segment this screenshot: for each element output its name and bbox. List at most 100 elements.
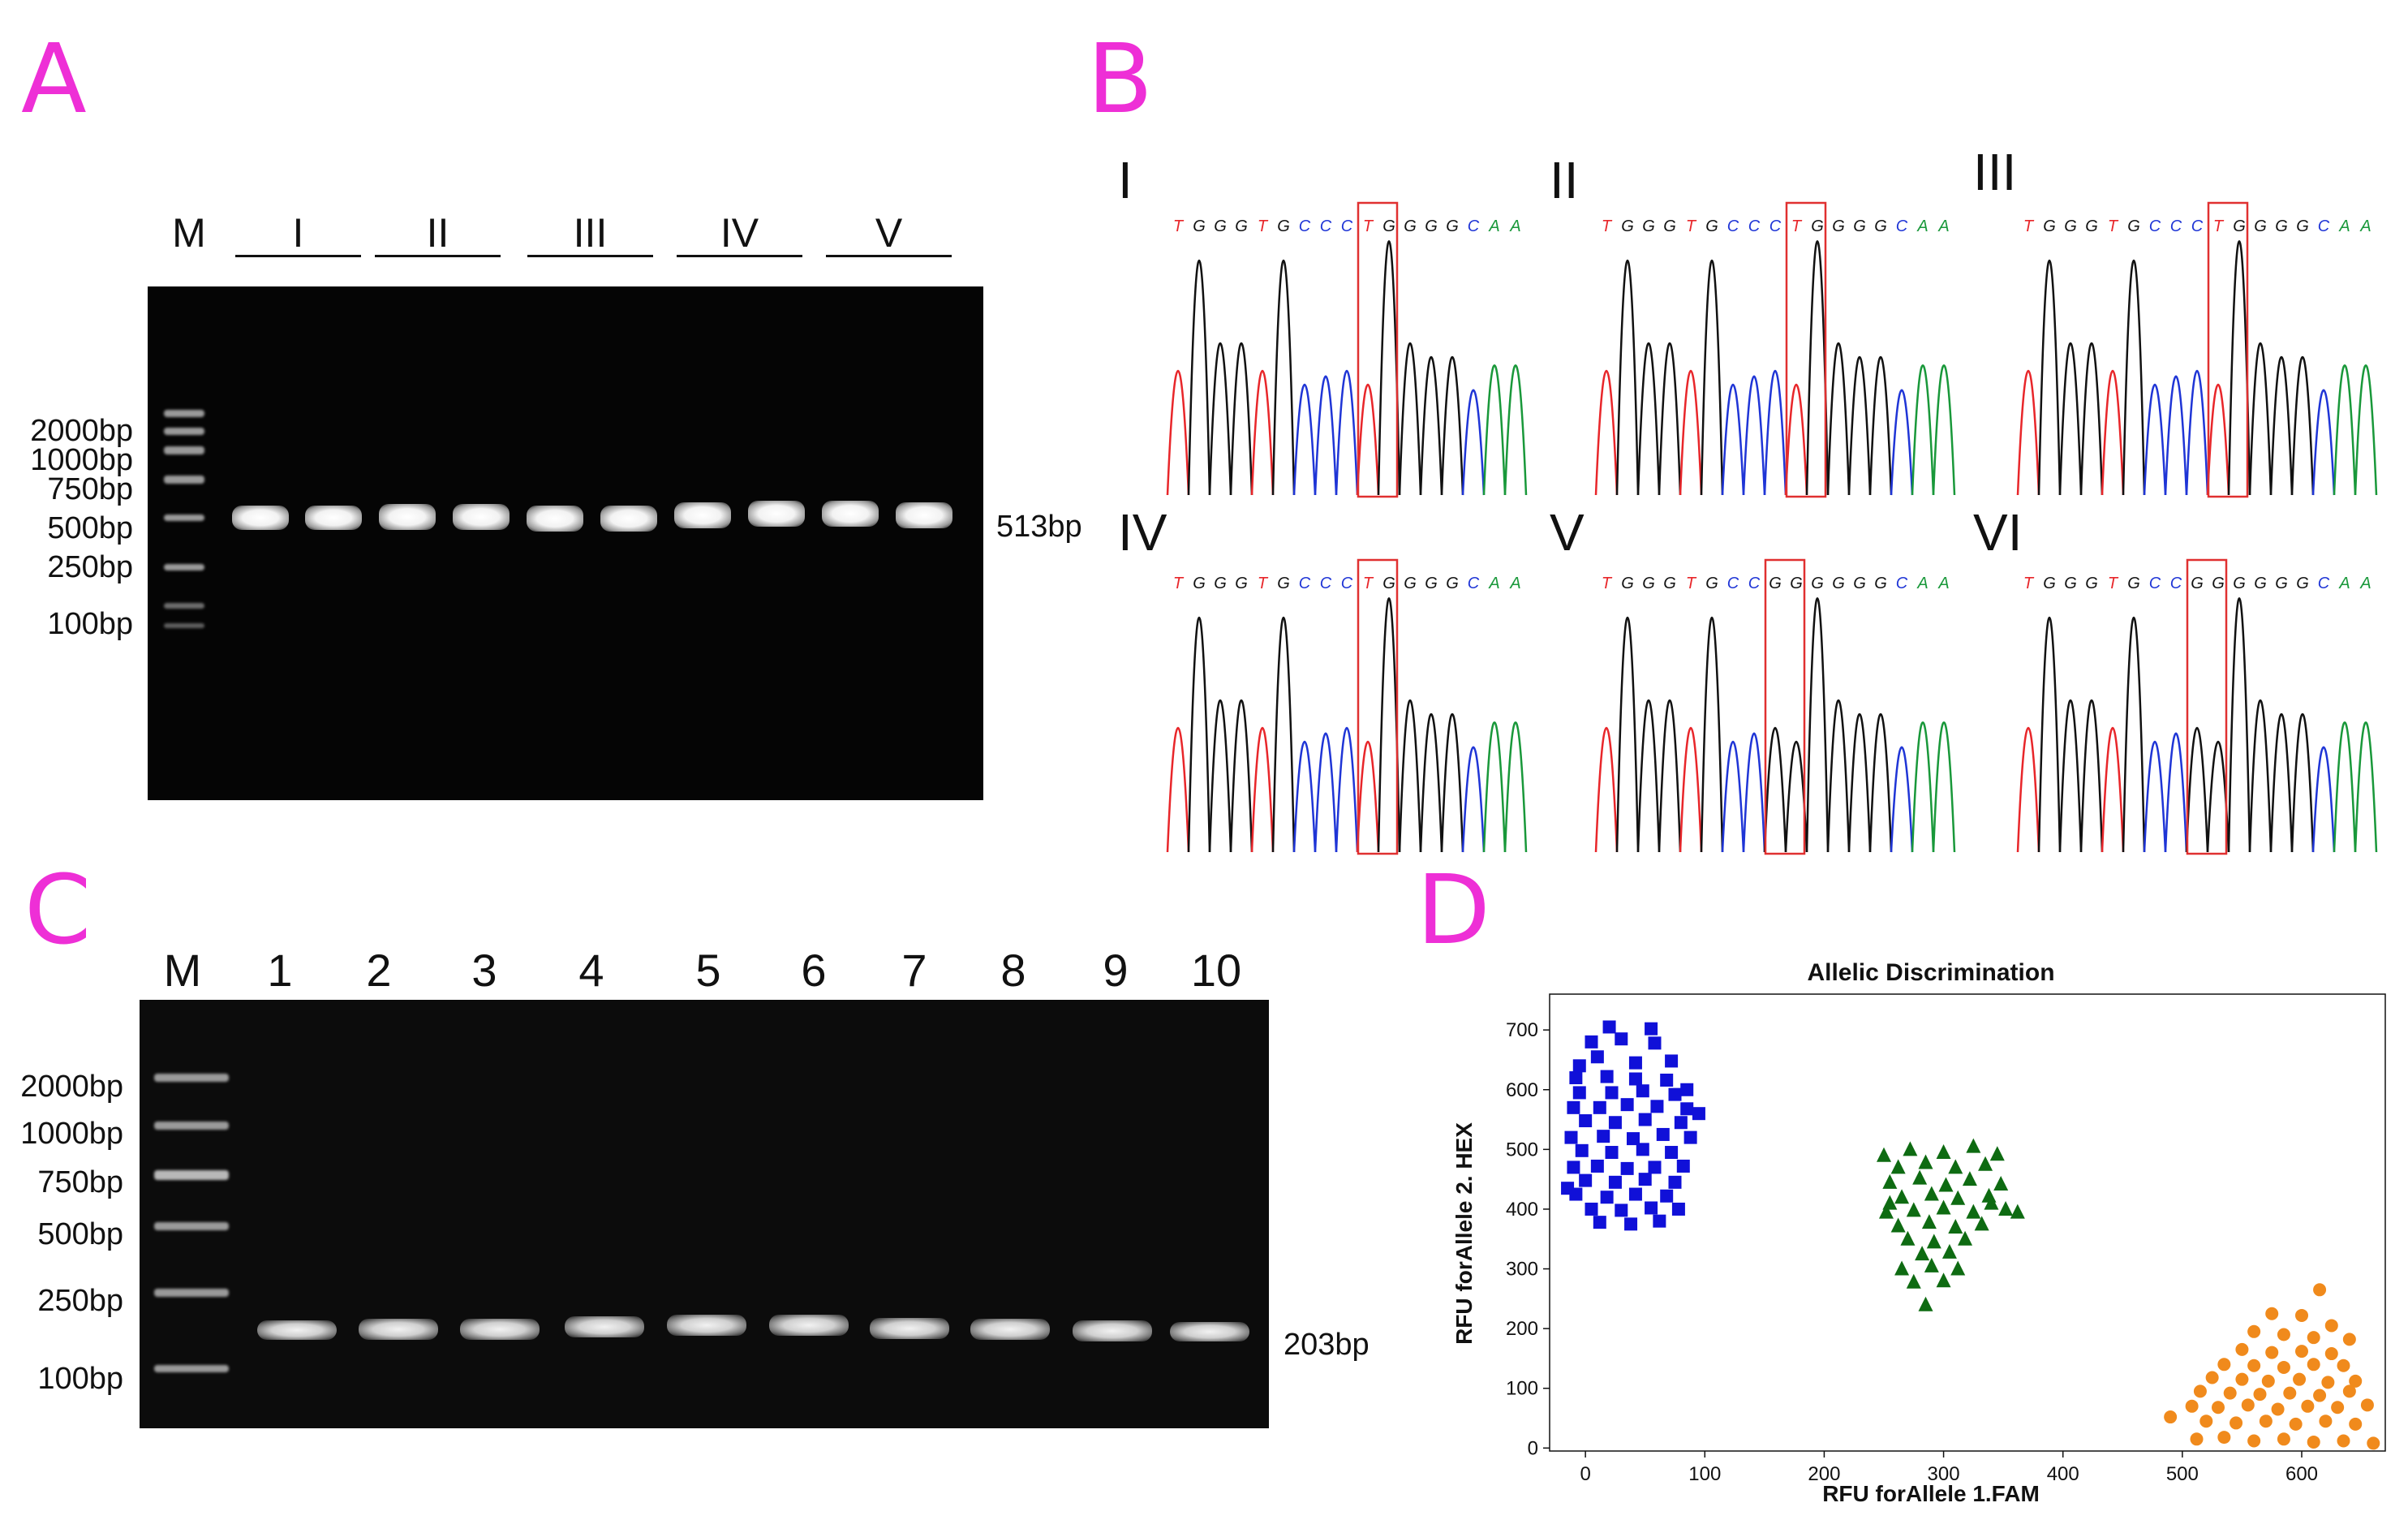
ladder-band	[164, 428, 204, 435]
base-call: G	[1769, 575, 1782, 592]
ladder-label-1000bp: 1000bp	[30, 443, 133, 477]
ladder-label-250bp: 250bp	[37, 1284, 123, 1318]
data-point	[1676, 1159, 1690, 1173]
trace-peak	[1721, 740, 1745, 853]
base-call: C	[2149, 575, 2161, 592]
base-call: G	[2064, 575, 2077, 592]
data-point	[1648, 1160, 1662, 1174]
ladder-label-2000bp: 2000bp	[30, 414, 133, 448]
trace-peak	[1700, 259, 1724, 496]
x-tick-label: 500	[2166, 1463, 2199, 1485]
data-point	[1936, 1199, 1951, 1215]
trace-peak	[1636, 700, 1661, 853]
data-point	[2185, 1399, 2199, 1413]
data-point	[1650, 1100, 1664, 1113]
base-call: C	[2149, 217, 2161, 235]
data-point	[2301, 1399, 2315, 1413]
trace-peak	[1763, 370, 1787, 496]
trace-peak	[2058, 342, 2083, 496]
data-point	[1660, 1073, 1674, 1087]
base-call: A	[1488, 575, 1499, 592]
base-call: G	[1621, 575, 1634, 592]
lane-label-5: 5	[695, 945, 721, 996]
data-point	[1950, 1260, 1966, 1276]
lane-label-9: 9	[1103, 945, 1129, 996]
base-call: G	[1235, 217, 1248, 235]
data-point	[1645, 1022, 1658, 1036]
data-point	[1590, 1159, 1604, 1173]
trace-peak	[1594, 370, 1619, 496]
base-call: T	[2023, 217, 2035, 235]
trace-peak	[1847, 713, 1872, 853]
x-tick-label: 600	[2285, 1463, 2318, 1485]
data-point	[1683, 1130, 1697, 1144]
ladder-band	[164, 410, 204, 417]
base-call: T	[1258, 217, 1269, 235]
snp-highlight-box	[2186, 558, 2228, 855]
x-tick-label: 300	[1928, 1463, 1960, 1485]
trace-peak	[1763, 727, 1787, 853]
trace-peak	[1335, 370, 1359, 496]
trace-peak	[1271, 259, 1296, 496]
data-point	[1636, 1143, 1649, 1156]
data-point	[1894, 1189, 1910, 1204]
lane-label-3: 3	[471, 945, 497, 996]
base-call: G	[2127, 575, 2140, 592]
trace-peak	[1419, 355, 1443, 496]
y-tick-label: 500	[1506, 1139, 1538, 1160]
pcr-band	[1170, 1322, 1249, 1341]
data-point	[2277, 1360, 2290, 1374]
base-call: G	[1853, 217, 1866, 235]
data-point	[1924, 1257, 1939, 1272]
base-call: G	[2085, 575, 2098, 592]
base-call: G	[2275, 217, 2288, 235]
data-point	[1692, 1107, 1705, 1121]
base-call: G	[1705, 217, 1718, 235]
data-point	[2193, 1384, 2207, 1398]
data-point	[1890, 1217, 1906, 1233]
trace-peak	[1398, 342, 1422, 496]
data-point	[2337, 1434, 2350, 1448]
base-call: T	[2213, 217, 2225, 235]
data-point	[1921, 1214, 1937, 1229]
trace-peak	[1890, 746, 1914, 853]
y-tick-label: 700	[1506, 1019, 1538, 1041]
data-point	[2289, 1417, 2303, 1431]
data-point	[2324, 1347, 2338, 1361]
trace-peak	[1679, 370, 1703, 496]
data-point	[2349, 1374, 2363, 1388]
pcr-band	[565, 1316, 644, 1337]
trace-peak	[2122, 616, 2146, 853]
data-point	[1668, 1087, 1682, 1101]
data-point	[1593, 1216, 1606, 1229]
trace-peak	[2037, 259, 2062, 496]
data-point	[2205, 1371, 2219, 1384]
data-point	[1918, 1296, 1933, 1311]
y-tick-label: 200	[1506, 1318, 1538, 1340]
data-point	[2190, 1432, 2204, 1446]
marker-lane-label: M	[163, 945, 202, 996]
base-call: G	[1446, 217, 1459, 235]
data-point	[1620, 1098, 1634, 1112]
trace-peak	[2290, 713, 2315, 853]
trace-peak	[2333, 721, 2357, 853]
base-call: A	[1509, 217, 1520, 235]
trace-peak	[2016, 370, 2040, 496]
trace-peak	[2354, 364, 2378, 496]
trace-peak	[1166, 370, 1190, 496]
data-point	[1569, 1071, 1583, 1085]
pcr-band	[822, 501, 879, 527]
data-point	[1950, 1190, 1966, 1205]
base-call: G	[2233, 217, 2246, 235]
base-call: T	[2023, 575, 2035, 592]
data-point	[1966, 1204, 1981, 1219]
trace-peak	[1398, 700, 1422, 853]
base-call: C	[1320, 217, 1332, 235]
data-point	[1936, 1272, 1951, 1288]
product-size-label-c: 203bp	[1284, 1328, 1370, 1362]
base-call: G	[1832, 217, 1845, 235]
data-point	[1648, 1036, 1662, 1050]
data-point	[1579, 1114, 1593, 1128]
data-point	[1608, 1116, 1622, 1130]
